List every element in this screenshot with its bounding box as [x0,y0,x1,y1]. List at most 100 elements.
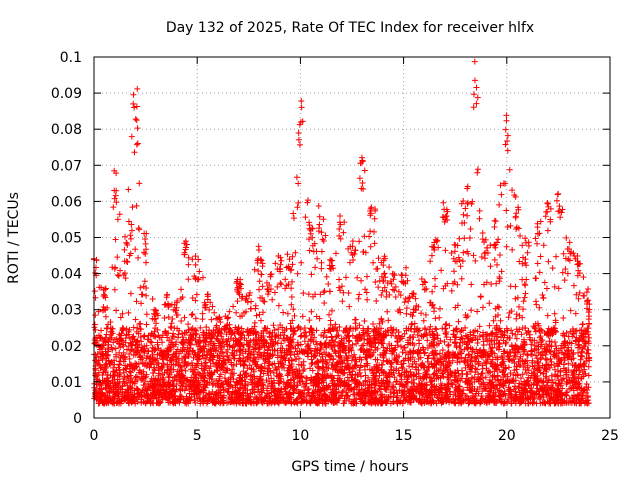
data-point [463,396,470,403]
data-point [147,378,154,385]
data-point [460,387,467,394]
data-point [511,350,518,357]
data-point [500,382,507,389]
data-point [244,329,251,336]
data-point [345,382,352,389]
data-point [478,253,485,260]
data-point [446,322,453,329]
data-point [454,397,461,404]
data-point [464,384,471,391]
data-point [566,385,573,392]
data-point [133,117,140,124]
data-point [196,334,203,341]
data-point [338,337,345,344]
data-point [444,369,451,376]
data-point [295,361,302,368]
data-point [151,316,158,323]
data-point [419,344,426,351]
data-point [245,342,252,349]
data-point [508,394,515,401]
data-point [313,373,320,380]
data-point [501,371,508,378]
data-point [191,391,198,398]
data-point [202,339,209,346]
data-point [281,364,288,371]
data-point [111,357,118,364]
data-point [493,344,500,351]
data-point [532,325,539,332]
data-point [272,333,279,340]
data-point [570,282,577,289]
data-point [185,351,192,358]
data-point [192,399,199,406]
data-point [478,353,485,360]
data-point [123,366,130,373]
data-point [422,371,429,378]
data-point [113,307,120,314]
data-point [404,387,411,394]
data-point [532,328,539,335]
data-point [277,280,284,287]
data-point [378,394,385,401]
data-point [143,292,150,299]
data-point [543,357,550,364]
data-point [191,327,198,334]
data-point [352,362,359,369]
data-point [513,315,520,322]
data-point [463,378,470,385]
data-point [327,317,334,324]
data-point [468,337,475,344]
data-point [535,394,542,401]
data-point [239,400,246,407]
data-point [275,363,282,370]
data-point [175,359,182,366]
data-point [260,370,267,377]
data-point [177,363,184,370]
data-point [180,372,187,379]
data-point [230,303,237,310]
data-point [500,337,507,344]
data-point [165,330,172,337]
data-point [141,278,148,285]
data-point [269,296,276,303]
data-point [575,338,582,345]
data-point [290,215,297,222]
data-point [351,376,358,383]
data-point [321,288,328,295]
data-point [407,394,414,401]
data-point [515,348,522,355]
data-point [540,379,547,386]
data-point [116,362,123,369]
data-point [496,387,503,394]
data-point [405,339,412,346]
data-point [217,363,224,370]
data-point [510,371,517,378]
data-point [297,389,304,396]
data-point [258,363,265,370]
data-point [555,368,562,375]
data-point [326,396,333,403]
data-point [472,327,479,334]
data-point [414,332,421,339]
data-point [440,398,447,405]
data-point [146,355,153,362]
data-point [374,399,381,406]
data-point [403,305,410,312]
data-point [192,383,199,390]
data-point [313,399,320,406]
data-point [305,291,312,298]
data-point [306,317,313,324]
data-point [486,322,493,329]
data-point [449,357,456,364]
data-point [291,379,298,386]
data-point [427,375,434,382]
data-point [335,366,342,373]
data-point [496,252,503,259]
data-point [94,350,101,357]
data-point [380,277,387,284]
data-point [117,314,124,321]
data-point [259,260,266,267]
data-point [441,338,448,345]
data-point [150,385,157,392]
data-point [159,339,166,346]
